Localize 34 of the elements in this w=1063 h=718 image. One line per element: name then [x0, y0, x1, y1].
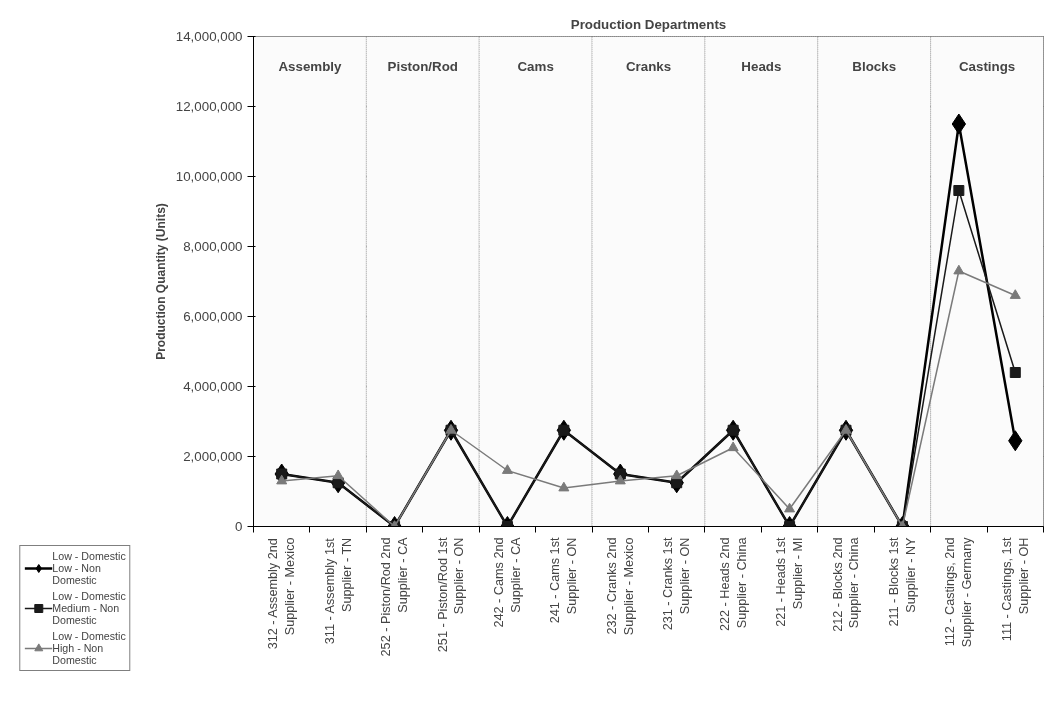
x-tick-label: 232 - Cranks 2nd Supplier - Mexico	[604, 537, 636, 636]
legend-label: Low - Domestic High - Non Domestic	[52, 629, 126, 666]
x-tick-label: 242 - Cams 2nd Supplier - CA	[492, 536, 523, 628]
x-tick-label: 211 - Blocks 1st Supplier - NY	[887, 536, 918, 627]
x-tick-label: 311 - Assembly 1st Supplier - TN	[322, 537, 354, 645]
x-tick-label: 241 - Cams 1st Supplier - ON	[548, 537, 580, 624]
chart-title: Production Departments	[570, 16, 727, 32]
x-tick-label: 212 - Blocks 2nd Supplier - China	[830, 536, 862, 632]
y-tick-label: 12,000,000	[175, 99, 243, 114]
y-axis-title: Production Quantity (Units)	[153, 203, 168, 360]
band-label: Cams	[517, 59, 554, 74]
y-tick-label: 6,000,000	[183, 309, 243, 324]
y-tick-label: 10,000,000	[175, 169, 243, 184]
y-tick-label: 4,000,000	[183, 379, 243, 394]
band-label: Assembly	[278, 59, 342, 74]
x-tick-label: 222 - Heads 2nd Supplier - China	[717, 536, 749, 632]
x-tick-label: 251 - Piston/Rod 1st Supplier - ON	[435, 537, 467, 653]
x-tick-label: 312 - Assembly 2nd Supplier - Mexico	[266, 537, 298, 650]
x-tick-label: 111 - Castings, 1st Supplier - OH	[999, 537, 1031, 642]
legend-label: Low - Domestic Medium - Non Domestic	[52, 589, 126, 626]
y-tick-label: 0	[235, 519, 243, 534]
legend-label: Low - Domestic Low - Non Domestic	[52, 549, 126, 586]
y-tick-label: 2,000,000	[183, 449, 243, 464]
y-tick-label: 14,000,000	[175, 29, 243, 44]
x-tick-label: 252 - Piston/Rod 2nd Supplier - CA	[379, 536, 410, 657]
band-label: Piston/Rod	[387, 59, 458, 74]
y-tick-label: 8,000,000	[183, 239, 243, 254]
band-label: Castings	[958, 59, 1016, 74]
band-label: Heads	[741, 59, 782, 74]
band-label: Blocks	[852, 59, 897, 74]
band-label: Cranks	[625, 59, 672, 74]
x-tick-label: 231 - Cranks 1st Supplier - ON	[661, 537, 693, 631]
x-tick-label: 112 - Castings, 2nd Supplier - Germany	[943, 536, 975, 648]
x-tick-label: 221 - Heads 1st Supplier - MI	[774, 537, 805, 627]
